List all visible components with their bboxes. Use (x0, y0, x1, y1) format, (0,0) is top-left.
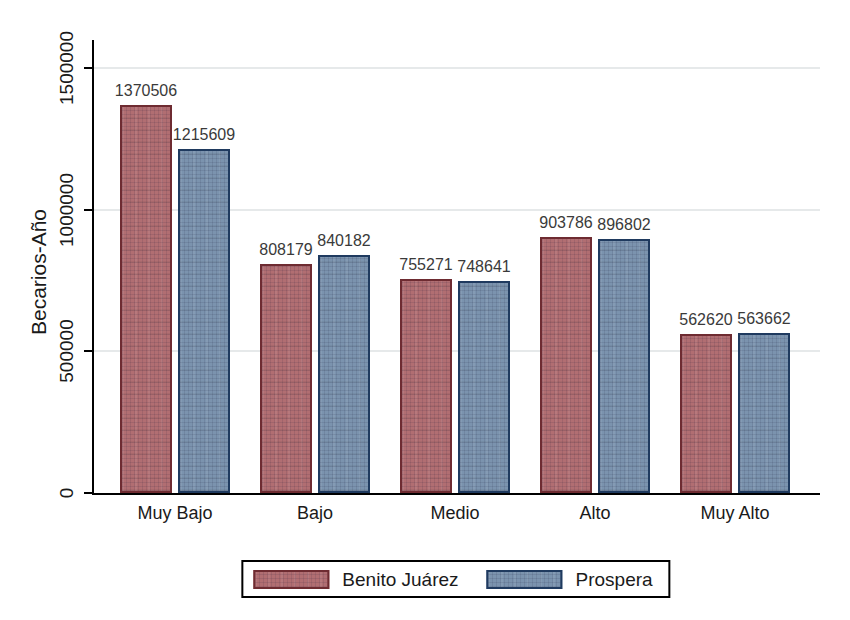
bar-value-label: 1215609 (164, 127, 244, 143)
legend-label: Benito Juárez (342, 570, 458, 589)
bar-benito-juárez-1 (260, 264, 312, 493)
y-tick-label: 500000 (57, 320, 76, 383)
y-tick-mark (84, 492, 92, 494)
y-tick-mark (84, 350, 92, 352)
bar-value-label: 563662 (724, 311, 804, 327)
y-tick-mark (84, 67, 92, 69)
legend-item-benito-juárez: Benito Juárez (253, 570, 458, 589)
bar-benito-juárez-3 (540, 237, 592, 493)
bar-value-label: 748641 (444, 259, 524, 275)
bar-value-label: 1370506 (106, 83, 186, 99)
x-category-label: Muy Alto (665, 503, 805, 524)
x-category-label: Muy Bajo (105, 503, 245, 524)
legend-label: Prospera (576, 570, 653, 589)
x-category-label: Bajo (245, 503, 385, 524)
bar-value-label: 896802 (584, 217, 664, 233)
x-axis-line (92, 493, 820, 495)
bar-prospera-4 (738, 333, 790, 493)
x-category-label: Medio (385, 503, 525, 524)
legend: Benito Juárez Prospera (241, 560, 670, 598)
gridline (94, 67, 820, 69)
y-axis-title: Becarios-Año (28, 209, 49, 335)
bar-benito-juárez-0 (120, 105, 172, 493)
y-tick-label: 1500000 (57, 31, 76, 105)
bar-prospera-0 (178, 149, 230, 493)
bar-benito-juárez-4 (680, 334, 732, 493)
y-axis-line (92, 40, 94, 495)
y-tick-label: 0 (57, 488, 76, 499)
bar-benito-juárez-2 (400, 279, 452, 493)
y-tick-mark (84, 209, 92, 211)
legend-swatch (253, 570, 329, 589)
legend-swatch (487, 570, 563, 589)
legend-item-prospera: Prospera (487, 570, 653, 589)
bar-prospera-1 (318, 255, 370, 493)
x-category-label: Alto (525, 503, 665, 524)
bar-value-label: 840182 (304, 233, 384, 249)
y-tick-label: 1000000 (57, 173, 76, 247)
bar-chart-figure: Becarios-Año 0 500000 1000000 1500000 137050… (0, 0, 850, 620)
bar-prospera-3 (598, 239, 650, 493)
bar-prospera-2 (458, 281, 510, 493)
